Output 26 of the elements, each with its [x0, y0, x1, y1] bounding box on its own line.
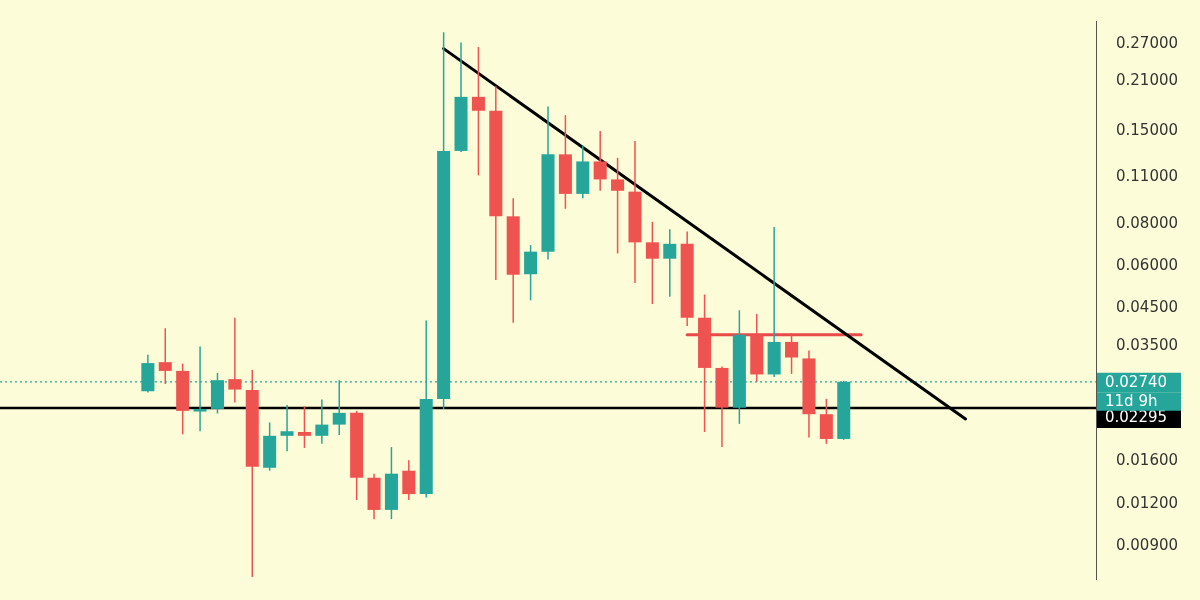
y-tick-label: 0.15000 — [1116, 120, 1179, 139]
y-tick-label: 0.11000 — [1116, 166, 1179, 185]
candlestick — [663, 228, 677, 298]
y-tick-label: 0.06000 — [1116, 256, 1179, 275]
candlestick — [228, 316, 242, 404]
candlestick — [611, 157, 625, 255]
y-tick-label: 0.03500 — [1116, 335, 1179, 354]
y-tick-label: 0.08000 — [1116, 213, 1179, 232]
candlestick — [297, 405, 311, 449]
candlestick — [280, 404, 294, 453]
y-tick-label: 0.27000 — [1116, 34, 1179, 53]
candlestick — [471, 46, 485, 177]
candlestick — [524, 244, 538, 302]
candlestick — [315, 398, 329, 445]
y-tick-label: 0.04500 — [1116, 298, 1179, 317]
y-tick-label: 0.00900 — [1116, 535, 1179, 554]
ref-line-label: 0.02740 — [1105, 372, 1168, 391]
y-tick-label: 0.21000 — [1116, 71, 1179, 90]
text: 11d 9h — [1105, 391, 1158, 410]
candlestick — [593, 130, 607, 192]
y-tick-label: 0.01200 — [1116, 493, 1179, 512]
y-tick-label: 0.01600 — [1116, 451, 1179, 470]
candlestick — [158, 327, 172, 385]
ref-line-label: 0.02295 — [1105, 407, 1168, 426]
candlestick — [645, 221, 659, 305]
candlestick — [402, 459, 416, 501]
